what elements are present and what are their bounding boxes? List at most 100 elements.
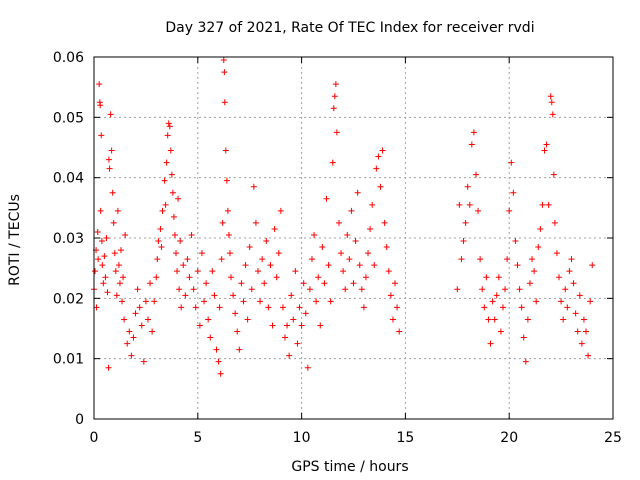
y-tick-label: 0.05 [53,110,84,126]
data-point [230,292,237,299]
data-point [481,304,488,311]
data-point [257,298,264,305]
data-point [535,244,542,251]
data-point [203,280,210,287]
data-point [290,316,297,323]
data-point [545,201,552,208]
data-point [95,256,102,263]
data-point [98,238,105,245]
data-point [367,225,374,232]
data-point [234,328,241,335]
data-point [327,298,334,305]
data-point [164,132,171,139]
data-point [556,274,563,281]
data-point [98,132,105,139]
y-tick-labels: 0 0.01 0.02 0.03 0.04 0.05 0.06 [53,50,84,428]
data-point [477,256,484,263]
data-point [279,304,286,311]
data-point [277,207,284,214]
data-point [520,334,527,341]
data-point [454,286,461,293]
data-point [342,286,349,293]
data-point [121,316,128,323]
data-point [512,238,519,245]
data-point [130,334,137,341]
data-point [281,334,288,341]
data-point [589,262,596,269]
data-point [522,358,529,365]
data-point [267,262,274,269]
data-point [207,334,214,341]
data-point [182,292,189,299]
data-point [548,99,555,106]
data-point [136,304,143,311]
data-point [140,358,147,365]
x-tick-label: 15 [396,430,414,446]
data-point [218,256,225,263]
data-point [168,171,175,178]
data-point [110,219,117,226]
data-point [371,262,378,269]
data-point [96,81,103,88]
data-point [340,268,347,275]
data-point [529,256,536,263]
data-point [550,171,557,178]
data-point [531,268,538,275]
data-point [119,298,126,305]
data-point [105,364,112,371]
data-point [564,304,571,311]
data-point [269,322,276,329]
data-point [186,274,193,281]
data-point [493,292,500,299]
data-point [144,316,151,323]
data-point [551,219,558,226]
data-point [142,298,149,305]
data-point [558,298,565,305]
data-point [97,207,104,214]
data-point [192,304,199,311]
data-point [151,298,158,305]
data-point [311,231,318,238]
data-point [325,262,332,269]
data-point [518,304,525,311]
data-point [298,322,305,329]
data-point [510,189,517,196]
data-point [211,292,218,299]
data-point [385,268,392,275]
data-point [250,183,257,190]
data-point [566,268,573,275]
data-point [116,280,123,287]
data-point [466,201,473,208]
data-point [323,195,330,202]
data-point [112,268,119,275]
data-point [101,253,108,260]
x-tick-label: 5 [193,430,202,446]
data-point [362,274,369,281]
x-tick-label: 25 [604,430,622,446]
data-point [248,286,255,293]
data-point [106,165,113,172]
data-point [114,207,121,214]
data-point [524,316,531,323]
data-point [158,244,165,251]
data-point [587,298,594,305]
data-point [99,262,106,269]
data-point [255,268,262,275]
data-point [128,352,135,359]
data-point [162,201,169,208]
data-point [495,274,502,281]
data-point [468,141,475,148]
data-point [221,69,228,76]
data-point [394,304,401,311]
data-point [188,231,195,238]
data-point [568,256,575,263]
data-point [173,250,180,257]
data-point [166,123,173,130]
data-point [219,219,226,226]
chart-title: Day 327 of 2021, Rate Of TEC Index for r… [165,20,534,36]
data-point [358,286,365,293]
data-point [105,156,112,163]
x-axis-label: GPS time / hours [291,459,408,475]
data-point [228,274,235,281]
